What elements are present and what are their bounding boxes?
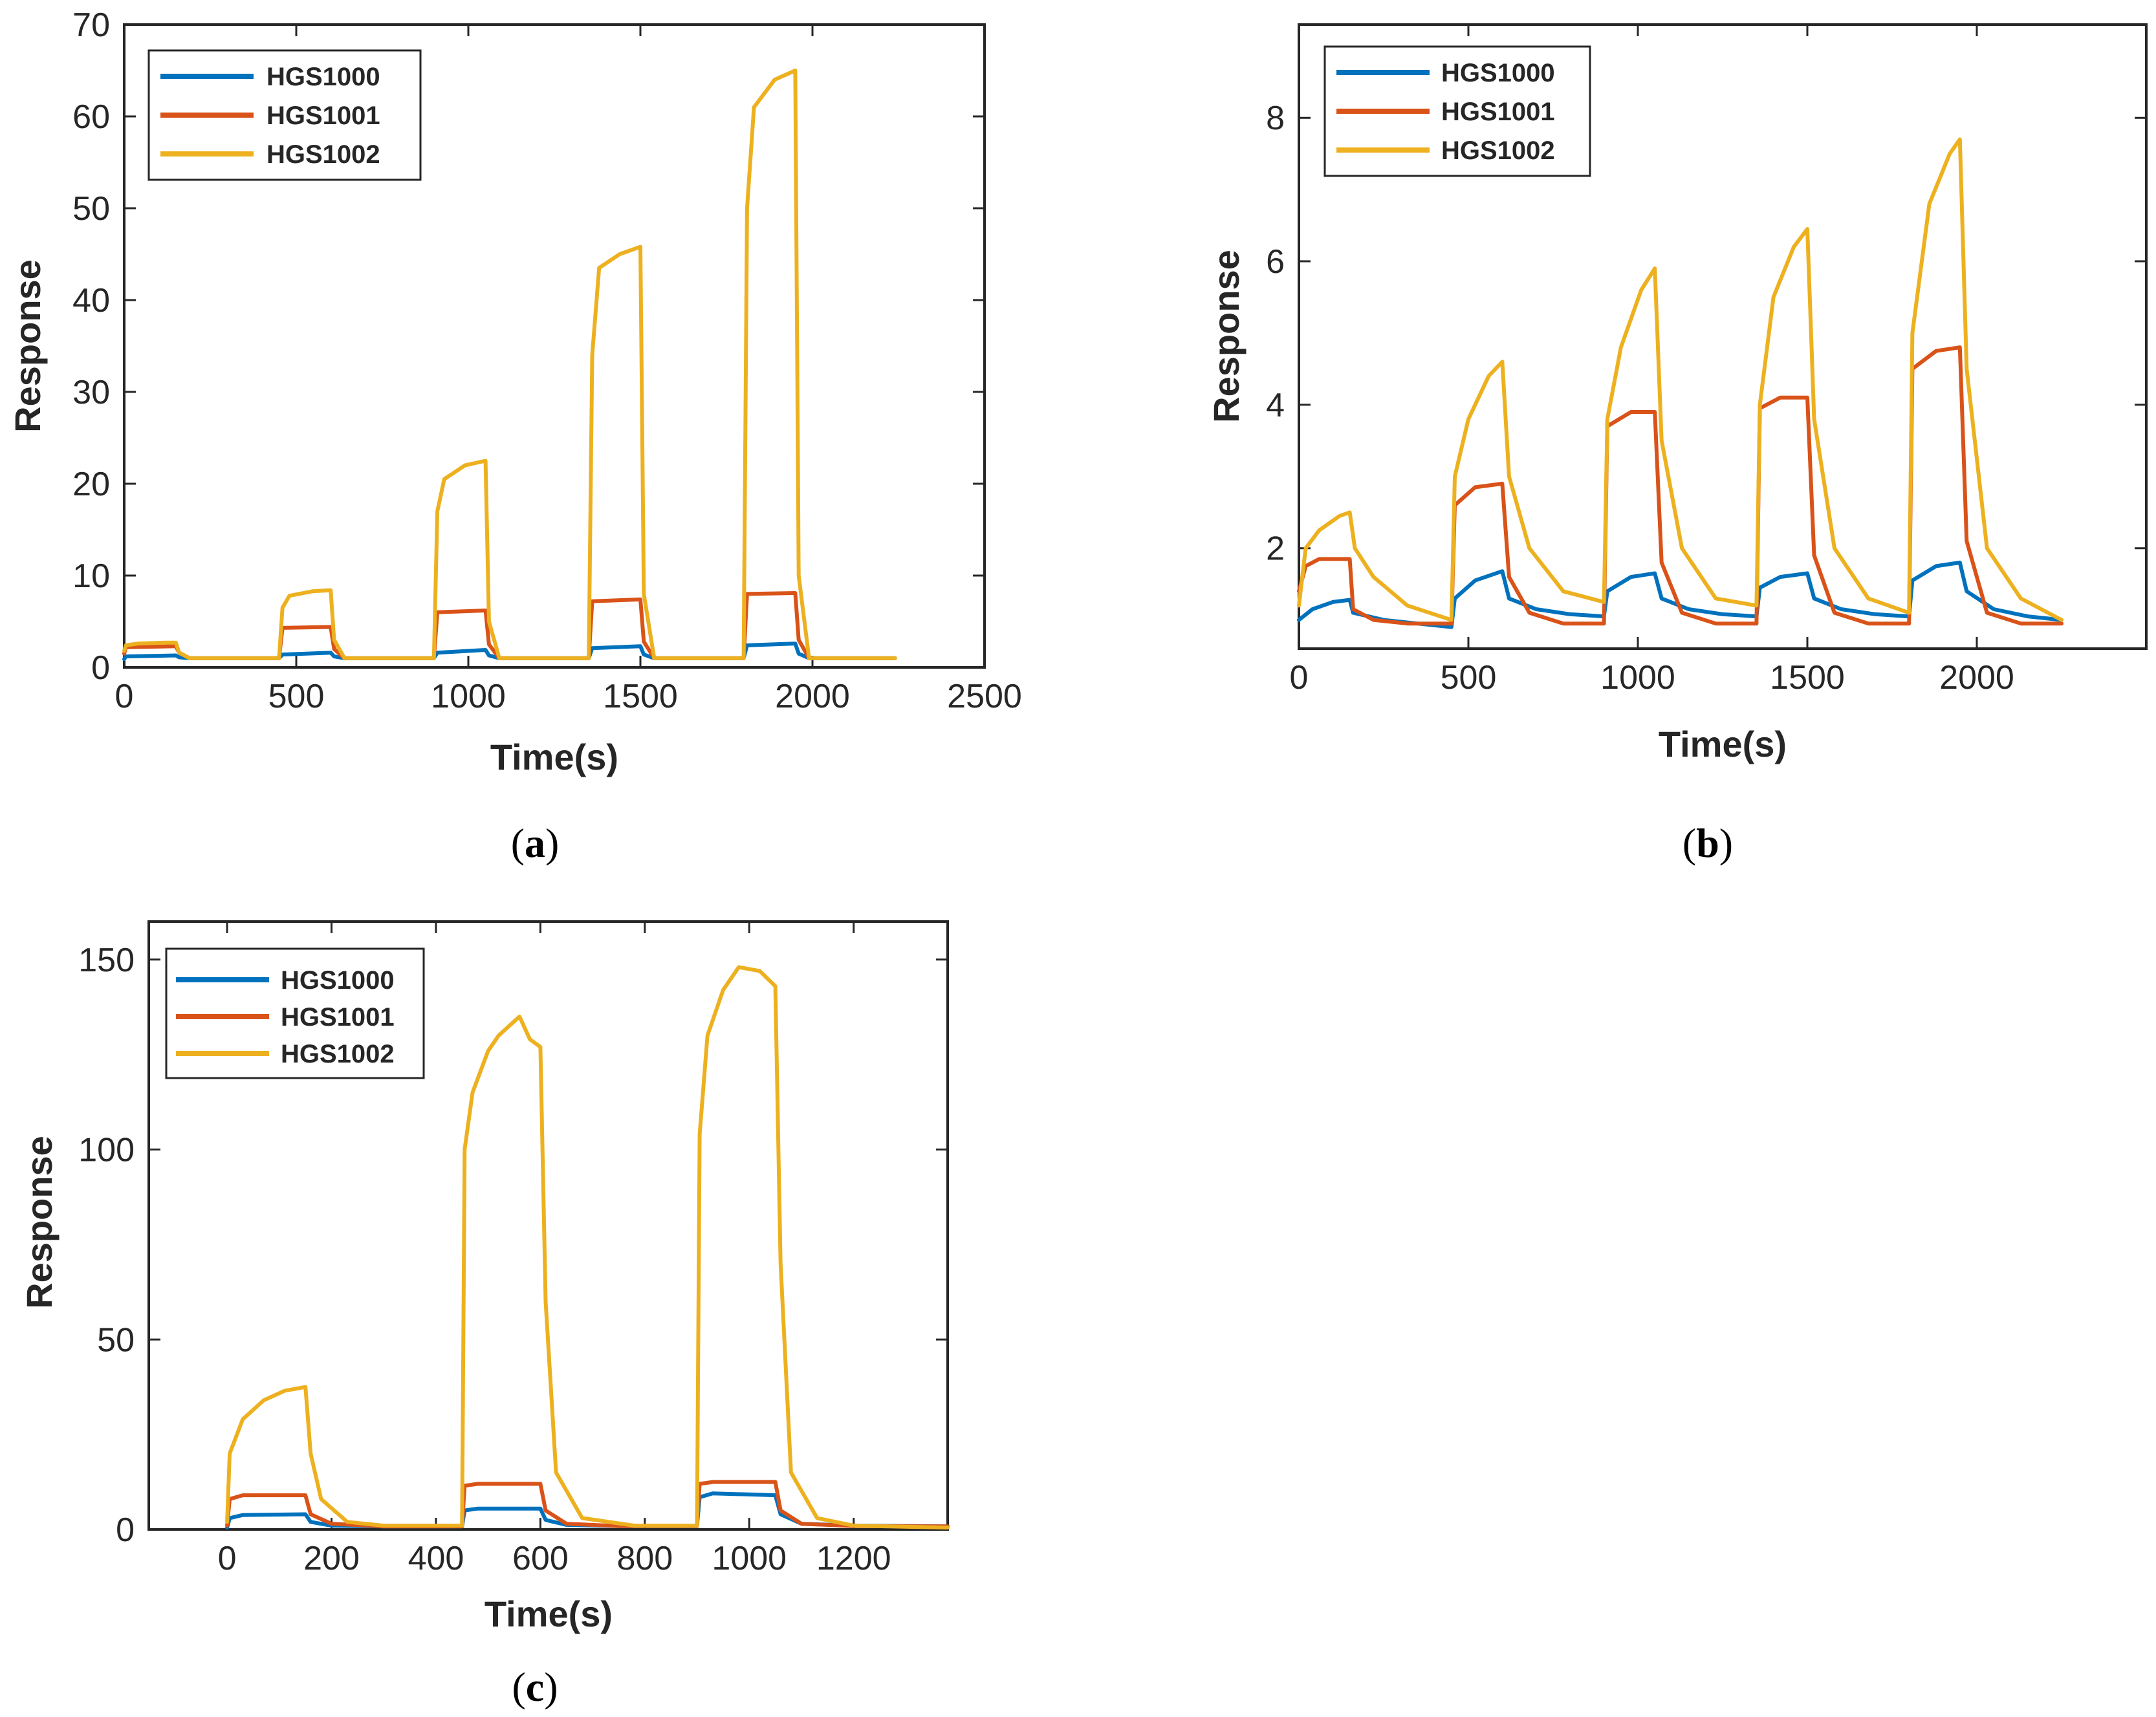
axis-ticks-c: 0 200 400 600 800 1000 1200 0 50 100 150 [78, 922, 948, 1577]
y-tick-label-c-2: 100 [78, 1132, 135, 1169]
caption-b: (b) [1682, 820, 1733, 866]
x-tick-label-a-2: 1000 [431, 678, 506, 715]
y-axis-label-c: Response [19, 1136, 60, 1309]
y-tick-label-a-0: 0 [91, 649, 110, 687]
panel-b: 0 500 1000 1500 2000 2 4 6 8 Time(s) Response HG… [1206, 23, 2148, 866]
x-tick-label-a-3: 1500 [603, 678, 678, 715]
y-axis-label-a: Response [7, 259, 48, 433]
legend-label-a-1: HGS1001 [267, 102, 380, 130]
x-axis-label-a: Time(s) [490, 737, 618, 777]
y-tick-label-b-0: 2 [1266, 530, 1285, 568]
y-axis-label-b: Response [1206, 250, 1247, 423]
y-tick-label-b-2: 6 [1266, 243, 1285, 281]
axis-ticks-b: 0 500 1000 1500 2000 2 4 6 8 [1266, 25, 2146, 697]
y-tick-label-a-7: 70 [72, 6, 110, 44]
y-tick-label-c-3: 150 [78, 942, 135, 979]
x-tick-label-c-5: 1000 [712, 1540, 787, 1577]
x-tick-label-c-6: 1200 [816, 1540, 891, 1577]
x-tick-label-a-5: 2500 [947, 678, 1022, 715]
x-tick-label-c-2: 400 [408, 1540, 464, 1577]
x-tick-label-c-1: 200 [303, 1540, 360, 1577]
panel-c: 0 200 400 600 800 1000 1200 0 50 100 150 Time(s) R… [19, 920, 950, 1710]
legend-box-c [165, 947, 425, 1079]
y-tick-label-c-0: 0 [116, 1511, 135, 1549]
x-axis-label-c: Time(s) [485, 1593, 613, 1634]
x-tick-label-b-2: 1000 [1600, 659, 1675, 697]
series-lines-b [1297, 137, 2063, 629]
caption-c: (c) [512, 1664, 558, 1710]
x-tick-label-b-1: 500 [1441, 659, 1497, 697]
x-tick-label-c-0: 0 [218, 1540, 237, 1577]
legend-label-c-1: HGS1001 [281, 1003, 395, 1031]
legend-a: HGS1000 HGS1001 HGS1002 [147, 49, 422, 181]
legend-label-a-2: HGS1002 [267, 140, 380, 169]
y-tick-label-a-3: 30 [72, 374, 110, 411]
y-tick-label-a-5: 50 [72, 190, 110, 228]
y-tick-label-b-1: 4 [1266, 387, 1285, 424]
y-tick-label-a-4: 40 [72, 282, 110, 319]
x-tick-label-a-4: 2000 [775, 678, 850, 715]
legend-label-c-0: HGS1000 [281, 966, 395, 995]
x-tick-label-c-3: 600 [512, 1540, 569, 1577]
series-line-b-hgs1002 [1297, 137, 2063, 622]
series-line-c-hgs1001 [225, 1480, 950, 1529]
y-tick-label-a-2: 20 [72, 466, 110, 503]
y-tick-label-b-3: 8 [1266, 100, 1285, 137]
y-tick-label-a-6: 60 [72, 98, 110, 136]
legend-label-b-1: HGS1001 [1441, 98, 1555, 126]
legend-label-a-0: HGS1000 [267, 63, 380, 91]
x-tick-label-c-4: 800 [616, 1540, 673, 1577]
series-line-c-hgs1002 [225, 965, 950, 1530]
series-lines-c [225, 965, 950, 1530]
x-tick-label-b-3: 1500 [1770, 659, 1845, 697]
x-tick-label-a-0: 0 [115, 678, 134, 715]
legend-b: HGS1000 HGS1001 HGS1002 [1323, 45, 1591, 177]
series-lines-a [122, 69, 897, 662]
x-tick-label-b-0: 0 [1290, 659, 1309, 697]
x-axis-label-b: Time(s) [1659, 724, 1787, 764]
legend-label-c-2: HGS1002 [281, 1040, 395, 1068]
series-line-b-hgs1001 [1297, 345, 2063, 626]
legend-c: HGS1000 HGS1001 HGS1002 [165, 947, 425, 1079]
legend-label-b-2: HGS1002 [1441, 136, 1555, 165]
series-line-a-hgs1002 [122, 69, 897, 660]
caption-a: (a) [511, 820, 560, 866]
y-tick-label-c-1: 50 [97, 1321, 135, 1359]
axis-ticks-a: 0 500 1000 1500 2000 2500 0 10 20 30 40 50 60 70 [72, 6, 1022, 715]
y-tick-label-a-1: 10 [72, 557, 110, 595]
x-tick-label-a-1: 500 [268, 678, 325, 715]
x-tick-label-b-4: 2000 [1939, 659, 2014, 697]
panel-a: 0 500 1000 1500 2000 2500 0 10 20 30 40 50 60 70 Time… [7, 6, 1022, 866]
legend-label-b-0: HGS1000 [1441, 59, 1555, 87]
